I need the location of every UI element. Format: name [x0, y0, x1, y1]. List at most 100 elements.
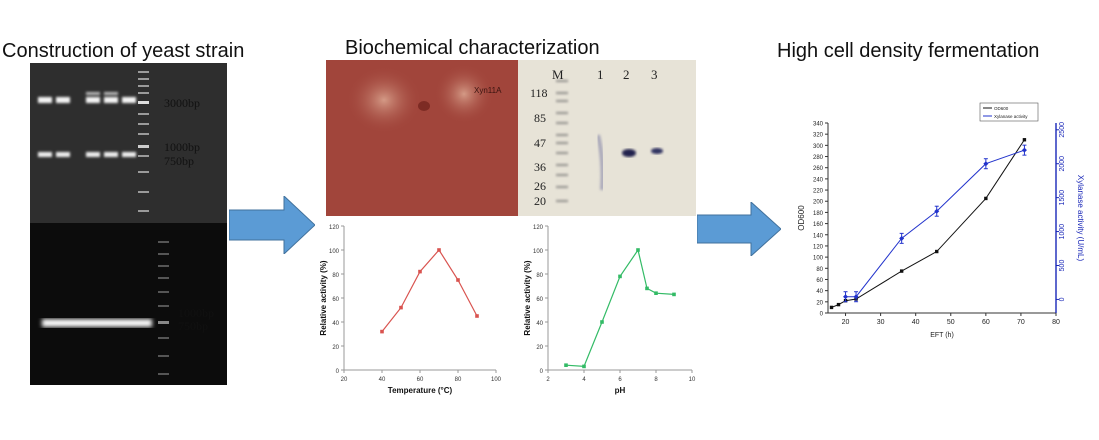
x-tick-label: 80	[455, 377, 462, 383]
plate-label: Xyn11A	[474, 86, 502, 95]
x-axis-title: Temperature (°C)	[388, 386, 453, 395]
sds-marker-label-26: 26	[534, 179, 546, 193]
data-point	[843, 294, 849, 300]
series-line	[565, 248, 675, 368]
x-tick-label: 10	[689, 377, 696, 383]
sds-page-gel	[518, 60, 696, 216]
gel-bottom-ladder	[158, 241, 169, 375]
data-point	[418, 269, 422, 274]
gel-bottom-background	[30, 223, 227, 385]
gel-top-background	[30, 63, 227, 223]
arrow-right-icon	[229, 196, 315, 254]
x-tick-label: 100	[491, 377, 502, 383]
sds-lane-label-m: M	[552, 67, 564, 82]
x-tick-label: 6	[618, 377, 622, 383]
agarose-gel-image	[30, 63, 227, 385]
x-tick-label: 2	[546, 377, 550, 383]
data-point	[829, 305, 834, 310]
y-tick-label: 20	[332, 345, 339, 351]
y-tick-label: 300	[813, 144, 824, 150]
data-point	[654, 291, 658, 295]
sds-marker-label-20: 20	[534, 194, 546, 208]
data-point	[399, 305, 403, 310]
x-tick-label: 20	[842, 319, 850, 326]
ph-activity-chart: 0 20 40 60 80 100 120 2 4 6 8 10 pH Relative activity…	[523, 225, 696, 395]
y-axis-title: Relative activity (%)	[523, 260, 532, 335]
y-tick-label: 80	[332, 273, 339, 279]
y-tick-label: 280	[813, 155, 824, 161]
data-point	[836, 302, 841, 307]
x-tick-label: 40	[912, 319, 920, 326]
x-tick-label: 60	[417, 377, 424, 383]
y2-tick-label: 500	[1059, 260, 1066, 272]
chart-legend	[979, 102, 1039, 122]
series-line-1	[845, 149, 1025, 298]
y-tick-label: 40	[816, 289, 823, 295]
data-point	[380, 329, 384, 334]
y-tick-label: 340	[813, 122, 824, 128]
x-tick-label: 60	[982, 319, 990, 326]
legend-label: Xylanase activity	[994, 114, 1028, 119]
xylan-plate-image	[326, 60, 518, 216]
data-point	[437, 248, 441, 252]
data-point	[899, 269, 904, 273]
data-point	[934, 208, 940, 214]
gel-top-bands	[38, 92, 136, 157]
data-point	[983, 161, 989, 167]
y-tick-label: 120	[813, 244, 824, 250]
left-panel-title: Construction of yeast strain	[2, 40, 245, 62]
data-point	[1022, 138, 1027, 142]
x-tick-label: 4	[582, 377, 586, 383]
arrow-right-icon	[697, 202, 781, 256]
series-line	[381, 249, 478, 332]
y-tick-label: 20	[536, 345, 543, 351]
sds-marker-label-47: 47	[534, 136, 546, 150]
y-tick-label: 80	[816, 267, 823, 273]
sds-marker-label-118: 118	[530, 86, 548, 100]
data-point	[935, 249, 939, 254]
x-axis-title: EFT (h)	[930, 332, 954, 339]
y2-tick-label: 2500	[1059, 122, 1066, 138]
sds-lane-label-1: 1	[597, 67, 604, 82]
x-tick-label: 20	[341, 377, 348, 383]
y2-axis-title: Xylanase activity (U/mL)	[1076, 175, 1085, 262]
right-panel-title: High cell density fermentation	[777, 40, 1040, 62]
fermentation-chart: 0204060801001201401601802002202402602803…	[797, 102, 1085, 339]
y2-tick-label: 1000	[1059, 224, 1066, 240]
y-axis-title: OD600	[797, 205, 806, 231]
y-tick-label: 200	[813, 200, 824, 206]
data-point	[582, 364, 586, 369]
y2-tick-label: 2000	[1059, 156, 1066, 172]
x-tick-label: 30	[877, 319, 885, 326]
y-tick-label: 40	[332, 321, 339, 327]
legend-label: OD600	[994, 106, 1009, 111]
sds-lane-label-2: 2	[623, 67, 630, 82]
y2-tick-label: 0	[1059, 297, 1066, 301]
x-tick-label: 70	[1017, 319, 1025, 326]
y-tick-label: 80	[536, 273, 543, 279]
data-point	[600, 320, 604, 324]
data-point	[672, 292, 676, 297]
sds-marker-label-85: 85	[534, 111, 546, 125]
data-point	[636, 248, 640, 252]
y-axis-title: Relative activity (%)	[319, 260, 328, 335]
data-point	[564, 363, 568, 367]
x-tick-label: 40	[379, 377, 386, 383]
middle-panel-title: Biochemical characterization	[345, 37, 600, 59]
data-point	[645, 286, 649, 291]
data-point	[853, 294, 859, 300]
gel-label-bottom-1000bp: 1000bp	[178, 306, 214, 320]
sds-marker-label-36: 36	[534, 160, 546, 174]
x-tick-label: 50	[947, 319, 955, 326]
y-tick-label: 120	[533, 225, 544, 231]
y-tick-label: 160	[813, 222, 824, 228]
data-point	[618, 274, 622, 279]
y-tick-label: 180	[813, 211, 824, 217]
data-point	[456, 278, 460, 282]
y-tick-label: 120	[329, 225, 340, 231]
gel-label-3000bp: 3000bp	[164, 96, 200, 110]
xylan-plate-photo	[326, 60, 518, 216]
y-tick-label: 240	[813, 177, 824, 183]
gel-top-ladder	[138, 71, 149, 212]
y-tick-label: 220	[813, 189, 824, 195]
